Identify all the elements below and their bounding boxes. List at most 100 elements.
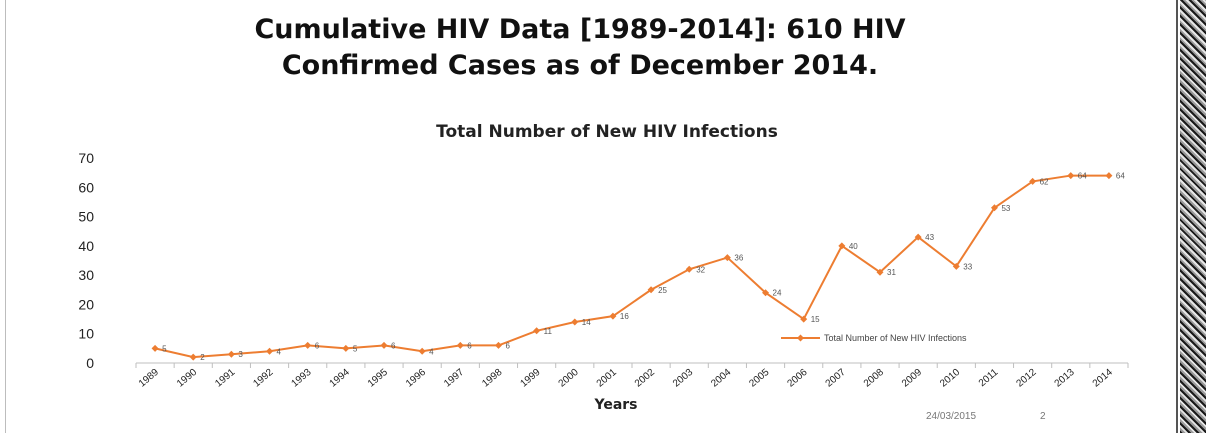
x-tick-label: 1990 bbox=[175, 367, 199, 390]
x-tick-label: 1991 bbox=[213, 367, 237, 390]
line-chart: Total Number of New HIV Infections 01020… bbox=[78, 122, 1129, 413]
data-label: 5 bbox=[353, 344, 358, 353]
data-point bbox=[609, 312, 617, 320]
x-tick-label: 2007 bbox=[824, 367, 848, 390]
x-tick-label: 2013 bbox=[1053, 367, 1077, 390]
footer-page-number: 2 bbox=[1040, 411, 1046, 422]
x-tick-label: 1996 bbox=[404, 367, 428, 390]
data-point bbox=[571, 318, 579, 326]
data-label: 16 bbox=[620, 312, 629, 321]
x-tick-label: 1995 bbox=[366, 367, 390, 390]
data-point bbox=[151, 344, 159, 352]
y-tick-label: 50 bbox=[78, 209, 94, 225]
data-label: 4 bbox=[277, 347, 282, 356]
data-point bbox=[342, 344, 350, 352]
x-tick-label: 1994 bbox=[328, 367, 352, 390]
data-point bbox=[1029, 177, 1037, 185]
data-label: 40 bbox=[849, 242, 858, 251]
data-label: 3 bbox=[238, 350, 243, 359]
decorative-side-pattern bbox=[1180, 0, 1206, 433]
x-tick-label: 2011 bbox=[977, 367, 1001, 390]
x-tick-label: 1989 bbox=[137, 367, 161, 390]
data-point bbox=[876, 268, 884, 276]
data-label: 6 bbox=[467, 341, 472, 350]
data-point bbox=[914, 233, 922, 241]
y-tick-label: 30 bbox=[78, 267, 94, 283]
data-point bbox=[304, 341, 312, 349]
series-line bbox=[154, 174, 1109, 359]
data-label: 53 bbox=[1001, 204, 1010, 213]
x-tick-label: 1997 bbox=[442, 367, 466, 390]
data-label: 31 bbox=[887, 268, 896, 277]
data-point bbox=[227, 350, 235, 358]
y-axis-ticks: 0 10 20 30 40 50 60 70 bbox=[78, 150, 94, 371]
data-point bbox=[1105, 172, 1113, 180]
x-tick-label: 2012 bbox=[1014, 367, 1038, 390]
x-axis-label: Years bbox=[593, 397, 637, 413]
data-label: 25 bbox=[658, 286, 667, 295]
data-labels: 52 3 46 5 646 6111416253236241540314333536264… bbox=[162, 172, 1125, 363]
slide-title-line-2: Confirmed Cases as of December 2014. bbox=[281, 50, 879, 81]
x-tick-label: 2000 bbox=[557, 367, 581, 390]
data-label: 43 bbox=[925, 233, 934, 242]
data-point bbox=[762, 289, 770, 297]
data-point bbox=[800, 315, 808, 323]
data-point bbox=[685, 265, 693, 273]
x-tick-label: 2005 bbox=[747, 367, 771, 390]
x-tick-label: 1999 bbox=[518, 367, 542, 390]
x-tick-label: 1998 bbox=[480, 367, 504, 390]
data-label: 33 bbox=[963, 262, 972, 271]
data-point bbox=[647, 286, 655, 294]
x-tick-label: 2001 bbox=[595, 367, 619, 390]
data-label: 15 bbox=[811, 315, 820, 324]
data-label: 62 bbox=[1040, 177, 1049, 186]
data-label: 6 bbox=[391, 341, 396, 350]
data-point bbox=[380, 341, 388, 349]
data-label: 36 bbox=[734, 254, 743, 263]
x-axis-ticks: 1989 1990 1991 1992 1993 1994 1995 1996 1997 1998… bbox=[135, 363, 1129, 390]
data-label: 14 bbox=[582, 318, 591, 327]
data-label: 64 bbox=[1116, 172, 1125, 181]
data-point bbox=[494, 341, 502, 349]
slide-title-line-1: Cumulative HIV Data [1989-2014]: 610 HIV bbox=[254, 14, 906, 45]
x-tick-label: 1992 bbox=[251, 367, 275, 390]
x-tick-label: 2002 bbox=[633, 367, 657, 390]
slide-right-divider bbox=[1176, 0, 1178, 433]
data-point bbox=[189, 353, 197, 361]
y-tick-label: 60 bbox=[78, 179, 94, 195]
footer-date: 24/03/2015 bbox=[926, 411, 977, 422]
y-tick-label: 70 bbox=[78, 150, 94, 166]
x-tick-label: 2014 bbox=[1091, 367, 1115, 390]
data-point bbox=[723, 254, 731, 262]
data-point bbox=[533, 327, 541, 335]
y-tick-label: 10 bbox=[78, 326, 94, 342]
data-label: 32 bbox=[696, 265, 705, 274]
data-point bbox=[418, 347, 426, 355]
chart-legend: Total Number of New HIV Infections bbox=[781, 333, 967, 343]
slide-title: Cumulative HIV Data [1989-2014]: 610 HIV… bbox=[100, 12, 1060, 84]
x-tick-label: 2006 bbox=[786, 367, 810, 390]
x-tick-label: 2003 bbox=[671, 367, 695, 390]
data-label: 6 bbox=[505, 341, 510, 350]
data-label: 64 bbox=[1078, 172, 1087, 181]
data-point bbox=[990, 204, 998, 212]
data-point bbox=[952, 262, 960, 270]
y-tick-label: 20 bbox=[78, 296, 94, 312]
y-tick-label: 0 bbox=[86, 355, 94, 371]
x-tick-label: 1993 bbox=[290, 367, 314, 390]
data-point bbox=[1067, 172, 1075, 180]
data-label: 2 bbox=[200, 353, 205, 362]
x-tick-label: 2008 bbox=[862, 367, 886, 390]
chart-title: Total Number of New HIV Infections bbox=[436, 122, 778, 142]
chart-series bbox=[151, 172, 1113, 361]
data-label: 6 bbox=[315, 341, 320, 350]
data-label: 24 bbox=[773, 289, 782, 298]
x-tick-label: 2009 bbox=[900, 367, 924, 390]
y-tick-label: 40 bbox=[78, 238, 94, 254]
x-tick-label: 2010 bbox=[938, 367, 962, 390]
x-tick-label: 2004 bbox=[709, 367, 733, 390]
data-point bbox=[838, 242, 846, 250]
data-label: 4 bbox=[429, 347, 434, 356]
slide-left-border bbox=[5, 0, 6, 433]
data-point bbox=[266, 347, 274, 355]
